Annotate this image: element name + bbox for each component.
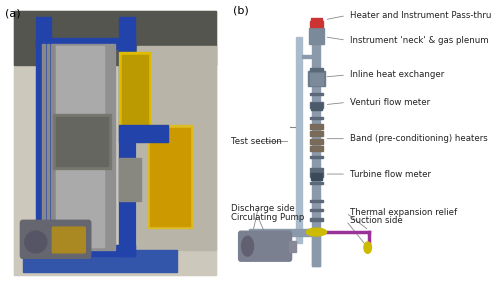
Text: Instrument 'neck' & gas plenum: Instrument 'neck' & gas plenum [350,36,489,45]
Text: Heater and Instrument Pass-thru: Heater and Instrument Pass-thru [350,11,492,20]
Bar [310,93,322,95]
Text: Circulating Pump: Circulating Pump [232,213,304,222]
Bar [310,21,322,27]
Bar [312,18,322,21]
Bar [56,117,108,166]
Bar [122,55,148,125]
Ellipse shape [242,236,254,256]
Text: Test section: Test section [232,137,282,146]
Bar [312,20,320,266]
Bar [54,44,115,250]
Text: Turbine flow meter: Turbine flow meter [350,170,431,179]
Bar [47,44,50,250]
Bar [120,52,150,128]
Bar [120,158,142,201]
Bar [309,28,324,44]
Bar [36,245,135,256]
Bar [310,156,322,158]
Bar [14,11,216,65]
Bar [310,171,323,174]
Text: Thermal expansion relief: Thermal expansion relief [350,208,458,217]
Bar [310,146,323,151]
Bar [310,117,322,119]
Bar [310,168,322,170]
Bar [137,46,216,250]
Bar [120,16,135,256]
Bar [310,68,322,71]
Bar [56,46,104,247]
Ellipse shape [306,228,326,236]
Bar [310,209,322,211]
Bar [51,44,54,250]
Text: Discharge side: Discharge side [232,203,295,213]
Text: Inline heat exchanger: Inline heat exchanger [350,70,444,80]
Bar [310,131,323,136]
Bar [148,125,192,228]
Bar [310,200,322,202]
Bar [310,218,322,221]
Bar [296,37,302,243]
Bar [311,173,322,180]
Bar [290,241,296,252]
Bar [310,174,323,177]
FancyBboxPatch shape [52,227,86,253]
Text: Band (pre-conditioning) heaters: Band (pre-conditioning) heaters [350,134,488,143]
Bar [249,229,312,236]
Bar [310,139,323,144]
Text: Suction side: Suction side [350,216,403,225]
Ellipse shape [364,242,372,253]
Bar [120,125,168,142]
Text: Venturi flow meter: Venturi flow meter [350,98,430,107]
Bar [310,102,323,105]
Bar [310,73,323,85]
Bar [311,103,322,110]
Bar [312,233,320,266]
Bar [308,71,324,86]
Bar [150,128,190,226]
FancyBboxPatch shape [238,231,292,261]
FancyBboxPatch shape [20,220,91,258]
Bar [310,105,323,108]
Bar [310,182,322,184]
Bar [310,124,323,129]
Bar [36,16,51,256]
Text: (a): (a) [5,8,20,18]
Bar [22,250,176,272]
Bar [42,44,45,250]
Text: (b): (b) [232,6,248,16]
Bar [36,38,135,49]
Bar [54,114,110,169]
Bar [302,55,312,58]
Ellipse shape [25,231,47,253]
